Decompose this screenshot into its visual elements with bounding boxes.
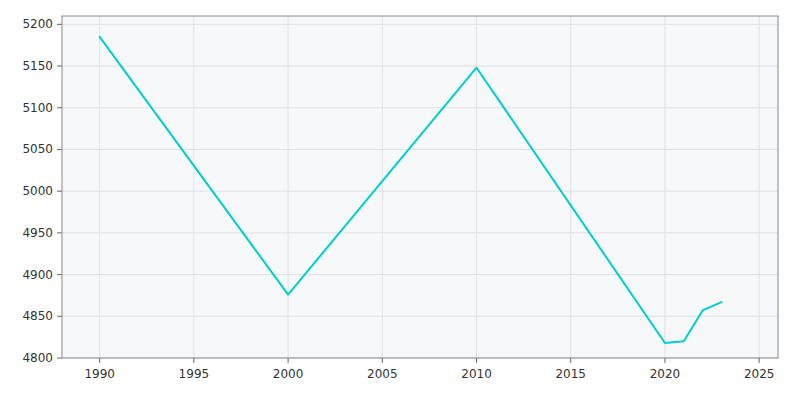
chart-container: 1990 1995 2000 2005 2010 2015 2020 2025 4800 4850… bbox=[0, 0, 800, 400]
tick-label-x: 2010 bbox=[461, 367, 492, 381]
grid-line-x bbox=[664, 16, 665, 358]
tick-label-x: 2020 bbox=[650, 367, 681, 381]
tick-x bbox=[288, 358, 289, 363]
tick-x bbox=[570, 358, 571, 363]
tick-label-y: 5000 bbox=[22, 184, 53, 198]
grid-line-y bbox=[62, 191, 778, 192]
tick-label-y: 4800 bbox=[22, 351, 53, 365]
tick-label-x: 2025 bbox=[744, 367, 775, 381]
tick-label-y: 4950 bbox=[22, 226, 53, 240]
grid-line-x bbox=[759, 16, 760, 358]
tick-x bbox=[193, 358, 194, 363]
tick-x bbox=[759, 358, 760, 363]
grid-line-y bbox=[62, 274, 778, 275]
tick-y bbox=[57, 316, 62, 317]
grid-line-y bbox=[62, 316, 778, 317]
plot-frame bbox=[62, 16, 778, 358]
tick-label-y: 5150 bbox=[22, 59, 53, 73]
grid bbox=[62, 16, 778, 358]
tick-y bbox=[57, 358, 62, 359]
series bbox=[100, 37, 722, 343]
grid-line-y bbox=[62, 24, 778, 25]
grid-line-y bbox=[62, 107, 778, 108]
grid-line-x bbox=[99, 16, 100, 358]
tick-y bbox=[57, 66, 62, 67]
tick-x bbox=[476, 358, 477, 363]
tick-label-y: 5100 bbox=[22, 101, 53, 115]
tick-y bbox=[57, 24, 62, 25]
tick-y bbox=[57, 149, 62, 150]
tick-label-x: 2005 bbox=[367, 367, 398, 381]
tick-x bbox=[99, 358, 100, 363]
chart: 1990 1995 2000 2005 2010 2015 2020 2025 4800 4850… bbox=[0, 0, 800, 400]
tick-label-x: 2000 bbox=[273, 367, 304, 381]
tick-x bbox=[382, 358, 383, 363]
tick-label-x: 1995 bbox=[179, 367, 210, 381]
grid-line-x bbox=[193, 16, 194, 358]
grid-line-y bbox=[62, 149, 778, 150]
tick-label-y: 5050 bbox=[22, 142, 53, 156]
tick-x bbox=[664, 358, 665, 363]
tick-y bbox=[57, 191, 62, 192]
tick-y bbox=[57, 232, 62, 233]
grid-line-y bbox=[62, 232, 778, 233]
plot-area bbox=[62, 16, 778, 358]
tick-y bbox=[57, 107, 62, 108]
line bbox=[100, 37, 722, 343]
tick-label-x: 2015 bbox=[555, 367, 586, 381]
axes: 1990 1995 2000 2005 2010 2015 2020 2025 4800 4850… bbox=[22, 16, 778, 381]
grid-line-x bbox=[570, 16, 571, 358]
grid-line-x bbox=[382, 16, 383, 358]
grid-line-y bbox=[62, 66, 778, 67]
tick-label-y: 4900 bbox=[22, 268, 53, 282]
tick-label-x: 1990 bbox=[84, 367, 115, 381]
tick-label-y: 5200 bbox=[22, 17, 53, 31]
grid-line-x bbox=[288, 16, 289, 358]
tick-y bbox=[57, 274, 62, 275]
tick-label-y: 4850 bbox=[22, 309, 53, 323]
